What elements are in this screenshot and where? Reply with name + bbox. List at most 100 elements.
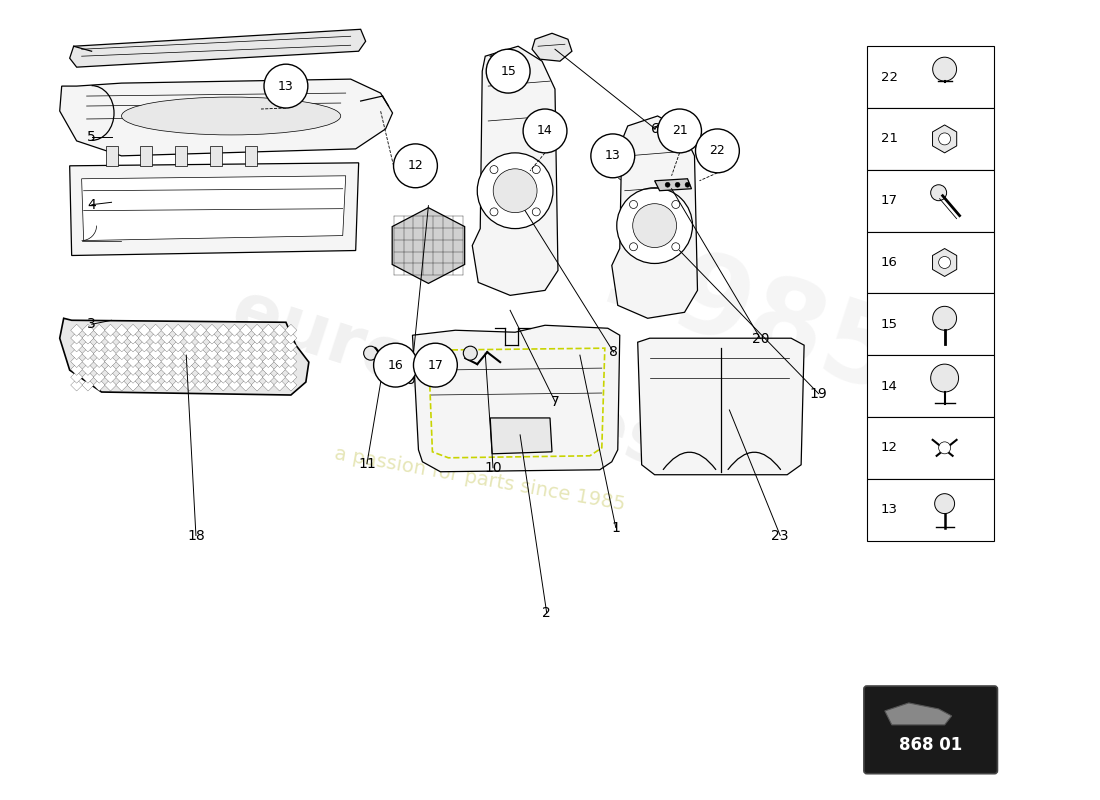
- Polygon shape: [81, 371, 94, 383]
- Polygon shape: [285, 363, 297, 375]
- FancyArrowPatch shape: [728, 452, 781, 470]
- Polygon shape: [139, 348, 151, 360]
- Polygon shape: [173, 363, 184, 375]
- Text: 13: 13: [278, 79, 294, 93]
- Polygon shape: [867, 170, 994, 231]
- Polygon shape: [251, 324, 263, 336]
- Polygon shape: [70, 324, 82, 336]
- Polygon shape: [229, 324, 241, 336]
- Polygon shape: [116, 379, 128, 391]
- Polygon shape: [263, 332, 274, 344]
- Circle shape: [931, 364, 958, 392]
- Polygon shape: [206, 348, 218, 360]
- Polygon shape: [173, 355, 184, 367]
- Polygon shape: [263, 324, 274, 336]
- Polygon shape: [240, 340, 252, 352]
- Text: 23: 23: [771, 529, 789, 542]
- Polygon shape: [150, 348, 162, 360]
- Polygon shape: [94, 355, 106, 367]
- Polygon shape: [184, 332, 196, 344]
- Polygon shape: [94, 348, 106, 360]
- Polygon shape: [161, 332, 173, 344]
- Text: 16: 16: [387, 358, 404, 372]
- Polygon shape: [150, 355, 162, 367]
- Text: 15: 15: [500, 65, 516, 78]
- Polygon shape: [161, 324, 173, 336]
- Polygon shape: [161, 348, 173, 360]
- Circle shape: [524, 109, 567, 153]
- Circle shape: [632, 204, 676, 247]
- Polygon shape: [150, 340, 162, 352]
- Polygon shape: [150, 379, 162, 391]
- Polygon shape: [195, 348, 207, 360]
- Polygon shape: [81, 176, 345, 241]
- Text: 1: 1: [612, 521, 620, 534]
- Polygon shape: [195, 363, 207, 375]
- Polygon shape: [240, 332, 252, 344]
- Polygon shape: [94, 371, 106, 383]
- Polygon shape: [195, 332, 207, 344]
- Polygon shape: [139, 332, 151, 344]
- Polygon shape: [128, 332, 139, 344]
- Polygon shape: [218, 340, 229, 352]
- Polygon shape: [612, 116, 697, 318]
- Polygon shape: [285, 355, 297, 367]
- Polygon shape: [128, 324, 139, 336]
- FancyBboxPatch shape: [864, 686, 998, 774]
- Polygon shape: [81, 348, 94, 360]
- Text: 14: 14: [881, 379, 898, 393]
- Polygon shape: [263, 340, 274, 352]
- Polygon shape: [70, 379, 82, 391]
- Polygon shape: [70, 363, 82, 375]
- Polygon shape: [150, 371, 162, 383]
- Polygon shape: [240, 379, 252, 391]
- Polygon shape: [491, 418, 552, 454]
- Polygon shape: [139, 379, 151, 391]
- Polygon shape: [81, 332, 94, 344]
- Polygon shape: [104, 379, 117, 391]
- Circle shape: [935, 494, 955, 514]
- Circle shape: [672, 242, 680, 250]
- Polygon shape: [128, 340, 139, 352]
- Polygon shape: [59, 79, 393, 156]
- Text: 12: 12: [881, 442, 898, 454]
- Polygon shape: [274, 355, 286, 367]
- Circle shape: [486, 50, 530, 93]
- Polygon shape: [173, 371, 184, 383]
- Polygon shape: [412, 326, 619, 472]
- Circle shape: [675, 182, 680, 187]
- Circle shape: [264, 64, 308, 108]
- Polygon shape: [94, 324, 106, 336]
- Polygon shape: [218, 332, 229, 344]
- Polygon shape: [69, 163, 359, 255]
- Text: 17: 17: [428, 358, 443, 372]
- Polygon shape: [251, 379, 263, 391]
- Circle shape: [477, 153, 553, 229]
- Polygon shape: [184, 371, 196, 383]
- Polygon shape: [933, 249, 957, 277]
- Polygon shape: [274, 363, 286, 375]
- Polygon shape: [116, 324, 128, 336]
- Polygon shape: [94, 363, 106, 375]
- Text: 15: 15: [881, 318, 898, 330]
- Polygon shape: [161, 371, 173, 383]
- Polygon shape: [867, 46, 994, 108]
- Polygon shape: [104, 363, 117, 375]
- Polygon shape: [104, 324, 117, 336]
- Polygon shape: [184, 363, 196, 375]
- Polygon shape: [263, 379, 274, 391]
- Polygon shape: [161, 355, 173, 367]
- Text: 13: 13: [881, 503, 898, 516]
- Polygon shape: [94, 340, 106, 352]
- Circle shape: [933, 57, 957, 81]
- Polygon shape: [206, 355, 218, 367]
- Circle shape: [394, 144, 438, 188]
- Polygon shape: [184, 379, 196, 391]
- Polygon shape: [195, 371, 207, 383]
- Circle shape: [532, 166, 540, 174]
- Text: 4: 4: [87, 198, 96, 212]
- Polygon shape: [638, 338, 804, 474]
- Polygon shape: [218, 379, 229, 391]
- Polygon shape: [263, 355, 274, 367]
- Text: 8: 8: [609, 345, 618, 359]
